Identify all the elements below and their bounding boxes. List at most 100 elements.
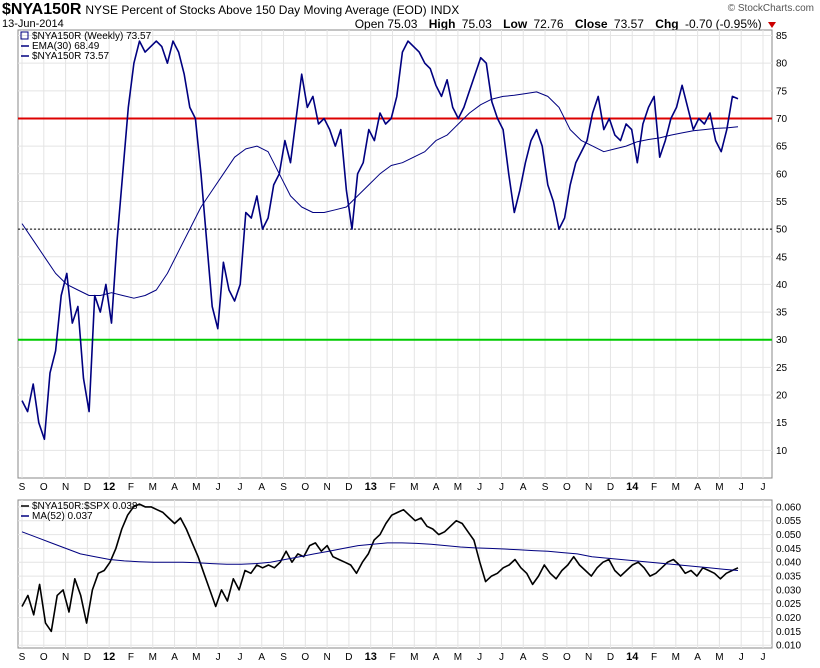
- y-tick-label: 75: [776, 86, 788, 97]
- x-tick-label: A: [694, 482, 701, 493]
- y-tick-label: 85: [776, 31, 788, 42]
- high-value: 75.03: [461, 17, 492, 31]
- y-tick-label: 15: [776, 418, 788, 429]
- x-tick-label: O: [40, 652, 48, 663]
- plot-frame: [17, 499, 773, 649]
- x-tick-label: N: [324, 482, 331, 493]
- y-tick-label: 0.025: [776, 599, 801, 610]
- x-tick-label: S: [280, 482, 287, 493]
- x-tick-label: N: [324, 652, 331, 663]
- y-tick-label: 10: [776, 446, 788, 457]
- x-tick-label: F: [651, 482, 657, 493]
- x-tick-label: F: [128, 482, 134, 493]
- down-arrow-icon: [768, 21, 776, 28]
- x-tick-label: 12: [103, 481, 115, 493]
- x-tick-label: J: [216, 482, 221, 493]
- x-tick-label: J: [499, 482, 504, 493]
- y-tick-label: 40: [776, 280, 788, 291]
- x-tick-label: J: [477, 652, 482, 663]
- exchange-label: INDX: [430, 3, 460, 17]
- y-tick-label: 25: [776, 363, 788, 374]
- x-tick-label: A: [520, 652, 527, 663]
- x-tick-label: 14: [626, 651, 639, 663]
- x-tick-label: S: [542, 482, 549, 493]
- x-tick-label: F: [128, 652, 134, 663]
- x-tick-label: M: [672, 482, 680, 493]
- x-tick-label: J: [216, 652, 221, 663]
- x-tick-label: J: [477, 482, 482, 493]
- x-tick-label: M: [672, 652, 680, 663]
- legend-label: $NYA150R 73.57: [32, 51, 110, 62]
- series-line-ema-30-: [21, 91, 739, 299]
- x-tick-label: D: [607, 482, 614, 493]
- x-tick-label: M: [192, 482, 200, 493]
- x-tick-label: O: [301, 482, 309, 493]
- y-tick-label: 80: [776, 59, 788, 70]
- x-tick-label: A: [433, 482, 440, 493]
- x-tick-label: D: [84, 652, 91, 663]
- x-tick-label: J: [739, 482, 744, 493]
- x-tick-label: M: [715, 652, 723, 663]
- x-tick-label: O: [563, 482, 571, 493]
- close-label: Close: [574, 17, 608, 31]
- chg-label: Chg: [655, 17, 679, 31]
- x-tick-label: A: [694, 652, 701, 663]
- y-tick-label: 0.035: [776, 572, 801, 583]
- x-tick-label: S: [19, 482, 26, 493]
- x-tick-label: A: [171, 652, 178, 663]
- x-tick-label: M: [192, 652, 200, 663]
- x-tick-label: 13: [365, 481, 377, 493]
- y-tick-label: 35: [776, 308, 788, 319]
- x-tick-label: D: [345, 482, 352, 493]
- x-tick-label: J: [761, 482, 766, 493]
- x-tick-label: M: [410, 482, 418, 493]
- x-tick-label: O: [301, 652, 309, 663]
- y-tick-label: 50: [776, 225, 788, 236]
- x-tick-label: A: [433, 652, 440, 663]
- x-tick-label: J: [739, 652, 744, 663]
- x-tick-label: O: [563, 652, 571, 663]
- x-tick-label: M: [454, 652, 462, 663]
- legend-label: MA(52) 0.037: [32, 511, 93, 522]
- x-tick-label: M: [715, 482, 723, 493]
- chart-title: $NYA150R NYSE Percent of Stocks Above 15…: [2, 1, 459, 19]
- close-value: 73.57: [613, 17, 644, 31]
- series-line--nya150r-spx: [21, 503, 739, 633]
- x-tick-label: J: [237, 652, 242, 663]
- x-tick-label: N: [62, 482, 69, 493]
- x-tick-label: J: [499, 652, 504, 663]
- x-tick-label: D: [607, 652, 614, 663]
- y-tick-label: 0.060: [776, 502, 801, 513]
- series-line--nya150r: [21, 40, 739, 441]
- y-tick-label: 0.030: [776, 585, 801, 596]
- y-tick-label: 70: [776, 114, 788, 125]
- x-tick-label: M: [410, 652, 418, 663]
- y-tick-label: 0.020: [776, 613, 801, 624]
- x-tick-label: N: [585, 652, 592, 663]
- low-value: 72.76: [533, 17, 564, 31]
- y-tick-label: 0.040: [776, 558, 801, 569]
- y-tick-label: 55: [776, 197, 788, 208]
- x-tick-label: M: [149, 482, 157, 493]
- x-tick-label: S: [19, 652, 26, 663]
- x-tick-label: F: [389, 482, 395, 493]
- y-tick-label: 0.055: [776, 516, 801, 527]
- brand-watermark: © StockCharts.com: [727, 3, 814, 14]
- symbol-description: NYSE Percent of Stocks Above 150 Day Mov…: [85, 3, 427, 17]
- panel-2: [17, 499, 773, 649]
- x-tick-label: A: [171, 482, 178, 493]
- chart-date: 13-Jun-2014: [2, 18, 64, 30]
- y-tick-label: 0.045: [776, 544, 801, 555]
- x-tick-label: A: [258, 482, 265, 493]
- low-label: Low: [503, 17, 528, 31]
- y-tick-label: 0.050: [776, 530, 801, 541]
- x-tick-label: S: [542, 652, 549, 663]
- x-tick-label: 14: [626, 481, 639, 493]
- open-value: 75.03: [387, 17, 418, 31]
- ohlc-readout: Open 75.03 High 75.03 Low 72.76 Close 73…: [355, 17, 776, 31]
- x-tick-label: S: [280, 652, 287, 663]
- x-tick-label: N: [585, 482, 592, 493]
- y-tick-label: 45: [776, 252, 788, 263]
- x-tick-label: F: [651, 652, 657, 663]
